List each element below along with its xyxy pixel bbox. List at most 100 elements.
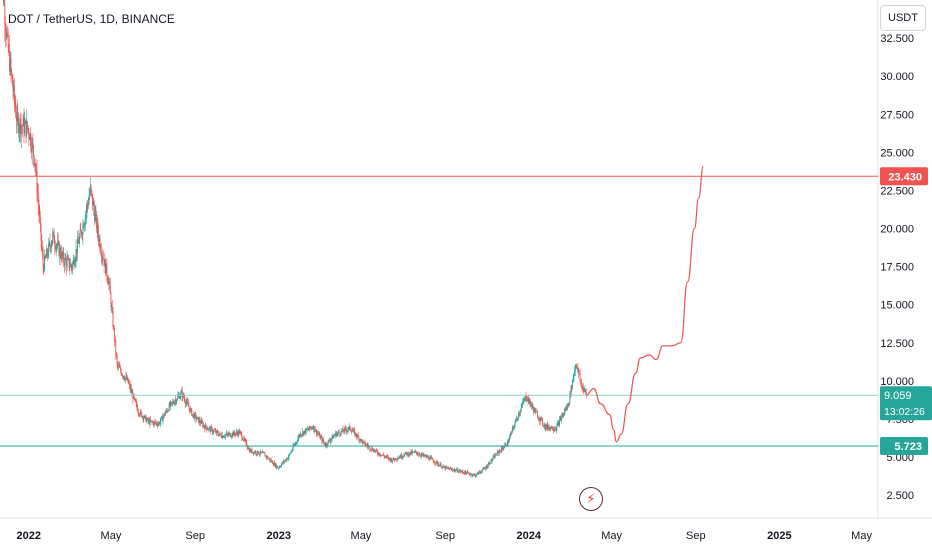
candle-body xyxy=(574,371,576,375)
y-tick-label: 27.500 xyxy=(880,109,914,121)
candle-body xyxy=(139,411,141,416)
candle-body xyxy=(9,58,11,72)
candle-body xyxy=(292,445,294,450)
candle-body xyxy=(580,380,582,383)
candle-body xyxy=(142,416,143,418)
candle-body xyxy=(248,448,250,452)
candle-body xyxy=(255,451,257,454)
candle-body xyxy=(413,451,415,453)
candle-body xyxy=(172,401,174,404)
y-tick-label: 5.000 xyxy=(886,452,914,464)
candle-body xyxy=(147,418,149,422)
candle-body xyxy=(133,394,135,399)
candle-body xyxy=(257,450,258,455)
candle-body xyxy=(369,446,371,450)
candle-body xyxy=(537,417,539,419)
candle-body xyxy=(344,428,345,432)
candle-body xyxy=(396,459,398,461)
candle-body xyxy=(294,444,295,446)
candle-body xyxy=(168,403,170,411)
candle-body xyxy=(192,413,194,415)
candle-body xyxy=(455,470,457,472)
candle-body xyxy=(318,433,320,435)
candle-body xyxy=(450,468,452,470)
candle-body xyxy=(288,454,290,458)
candle-body xyxy=(52,231,54,233)
candle-body xyxy=(569,393,571,403)
candle-body xyxy=(376,449,378,452)
candle-body xyxy=(431,457,432,459)
candle-body xyxy=(94,213,96,221)
candle-body xyxy=(572,379,573,389)
candle-body xyxy=(361,439,363,441)
candle-body xyxy=(150,419,152,422)
candle-body xyxy=(551,426,553,430)
y-tick-label: 2.500 xyxy=(886,490,914,502)
candle-body xyxy=(499,450,501,452)
candle-body xyxy=(462,471,464,473)
candle-body xyxy=(164,413,166,416)
candle-body xyxy=(303,431,305,435)
candle-body xyxy=(290,451,292,454)
candle-body xyxy=(48,243,50,256)
candle-body xyxy=(526,400,528,401)
candle-body xyxy=(573,374,575,379)
candle-body xyxy=(302,431,304,435)
candle-body xyxy=(547,424,549,429)
candle-body xyxy=(552,429,554,431)
candle-body xyxy=(383,454,384,456)
candle-body xyxy=(539,418,541,422)
candle-body xyxy=(261,452,263,454)
candle-body xyxy=(577,367,579,369)
candle-body xyxy=(185,402,187,405)
candle-body xyxy=(435,463,437,465)
candle-body xyxy=(83,224,85,229)
candle-body xyxy=(307,428,309,430)
candle-body xyxy=(24,123,26,134)
candle-body xyxy=(525,395,527,399)
candle-body xyxy=(142,416,144,420)
candle-body xyxy=(231,435,232,437)
candle-body xyxy=(81,230,82,235)
candle-body xyxy=(583,390,585,392)
candle-body xyxy=(279,466,281,468)
candle-body xyxy=(235,431,237,434)
candle-body xyxy=(132,392,134,399)
candle-body xyxy=(50,246,52,249)
currency-unit-button[interactable]: USDT xyxy=(880,5,926,31)
candle-body xyxy=(91,190,93,194)
candle-body xyxy=(204,426,206,430)
candle-body xyxy=(306,428,308,430)
candle-body xyxy=(458,470,460,473)
candle-body xyxy=(271,461,273,462)
candle-body xyxy=(43,267,45,271)
candle-body xyxy=(567,403,569,408)
candle-body xyxy=(115,340,117,354)
candle-body xyxy=(467,471,469,473)
candle-body xyxy=(488,462,490,465)
candle-body xyxy=(561,416,563,420)
lightning-bolt-icon[interactable]: ⚡ xyxy=(579,487,603,511)
candle-body xyxy=(28,134,30,141)
candle-body xyxy=(418,454,420,456)
candle-body xyxy=(128,383,130,385)
forecast-path[interactable] xyxy=(586,165,704,443)
candle-body xyxy=(478,471,480,475)
candle-body xyxy=(322,439,324,442)
candle-body xyxy=(502,448,504,450)
candle-body xyxy=(434,462,436,464)
candle-body xyxy=(5,30,7,37)
candle-body xyxy=(189,407,191,412)
candle-body xyxy=(22,125,24,127)
candle-body xyxy=(533,408,535,412)
candle-body xyxy=(112,311,114,328)
candle-body xyxy=(135,399,137,402)
candle-body xyxy=(494,454,496,458)
candle-body xyxy=(225,434,227,436)
candle-body xyxy=(544,424,546,429)
candle-body xyxy=(409,452,411,455)
candle-body xyxy=(447,467,449,469)
candle-body xyxy=(333,436,334,439)
candle-body xyxy=(402,456,404,458)
